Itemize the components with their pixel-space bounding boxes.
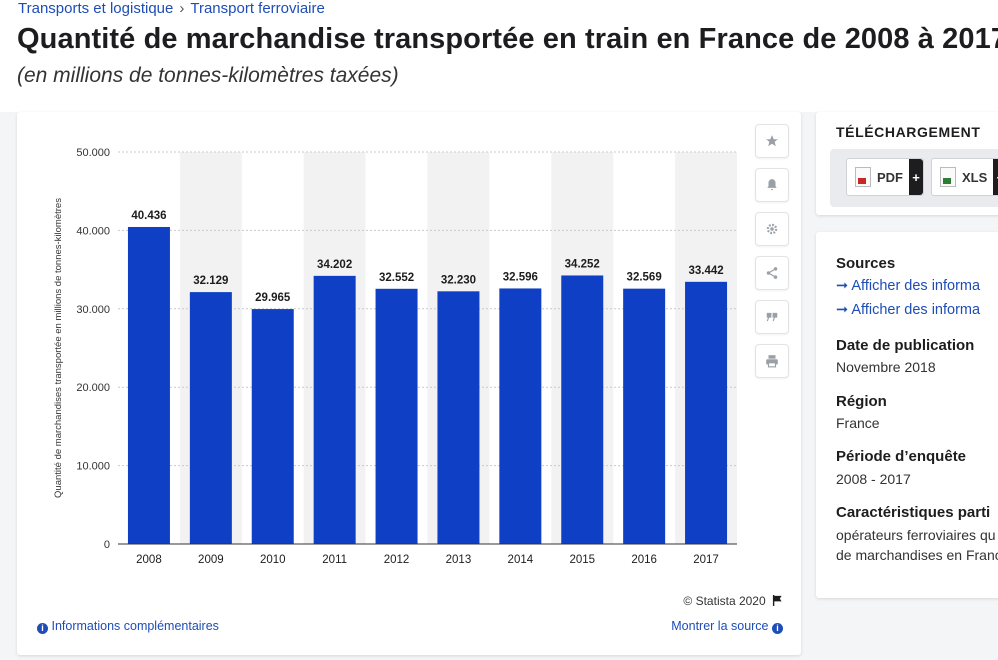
pdf-download-button[interactable]: PDF +: [846, 158, 924, 196]
page-subtitle: (en millions de tonnes-kilomètres taxées…: [17, 64, 399, 87]
bar: [313, 275, 356, 544]
breadcrumb: Transports et logistique › Transport ferro…: [18, 0, 325, 17]
breadcrumb-item-transports[interactable]: Transports et logistique: [18, 0, 174, 17]
gear-icon: [766, 223, 778, 235]
y-tick-label: 20.000: [76, 382, 110, 394]
download-title: TÉLÉCHARGEMENT: [836, 124, 981, 140]
breadcrumb-separator: ›: [179, 0, 185, 17]
x-tick-label: 2011: [322, 554, 347, 566]
bar: [437, 291, 480, 544]
info-icon: i: [772, 623, 783, 634]
x-tick-label: 2010: [260, 554, 286, 566]
share-icon: [766, 267, 778, 279]
bar: [499, 288, 542, 544]
data-label: 34.202: [317, 259, 352, 271]
breadcrumb-item-ferroviaire[interactable]: Transport ferroviaire: [190, 0, 325, 17]
data-label: 32.230: [441, 274, 476, 286]
bar: [189, 292, 232, 544]
y-axis-title: Quantité de marchandises transportée en …: [53, 198, 64, 498]
y-tick-label: 40.000: [76, 225, 110, 237]
xls-file-icon: [940, 167, 956, 187]
xls-label: XLS: [962, 169, 988, 185]
alert-button[interactable]: [755, 168, 789, 202]
data-label: 32.129: [193, 275, 228, 287]
copyright-text: © Statista 2020: [683, 594, 766, 608]
bar: [127, 226, 170, 544]
data-label: 32.596: [503, 271, 538, 283]
download-bar: PDF + XLS +: [830, 149, 998, 207]
additional-info-label: Informations complémentaires: [51, 619, 219, 633]
data-label: 32.552: [379, 272, 414, 284]
data-label: 34.252: [565, 258, 600, 270]
bar: [623, 288, 666, 544]
info-icon: i: [37, 623, 48, 634]
pdf-label: PDF: [877, 169, 903, 185]
share-button[interactable]: [755, 256, 789, 290]
print-button[interactable]: [755, 344, 789, 378]
survey-period-value: 2008 - 2017: [836, 471, 911, 487]
bar: [251, 309, 294, 544]
publication-date-heading: Date de publication: [836, 337, 975, 354]
quote-icon: [766, 312, 778, 322]
characteristics-heading: Caractéristiques parti: [836, 504, 991, 521]
show-source-link[interactable]: Montrer la source i: [671, 619, 783, 634]
region-heading: Région: [836, 393, 887, 410]
bar: [375, 288, 418, 544]
xls-plus: +: [993, 159, 998, 195]
region-value: France: [836, 415, 880, 431]
settings-button[interactable]: [755, 212, 789, 246]
chart-toolbar: [755, 124, 789, 388]
data-label: 40.436: [131, 210, 166, 222]
show-source-label: Montrer la source: [671, 619, 769, 633]
bar-chart: 0 10.000 20.000 30.000 40.000 50.000 40.436 200…: [53, 147, 737, 566]
cite-button[interactable]: [755, 300, 789, 334]
sources-heading: Sources: [836, 255, 896, 272]
print-icon: [766, 355, 778, 368]
characteristics-line-2: de marchandises en Franc: [836, 547, 998, 563]
x-tick-label: 2016: [631, 554, 657, 566]
publication-date-value: Novembre 2018: [836, 359, 936, 375]
sources-link-1[interactable]: ➞ Afficher des informa: [836, 278, 981, 294]
x-tick-label: 2013: [446, 554, 472, 566]
page-header: Transports et logistique › Transport ferro…: [0, 0, 998, 112]
sources-link-2[interactable]: ➞ Afficher des informa: [836, 302, 981, 318]
metadata-card: Sources ➞ Afficher des informa ➞ Affiche…: [816, 232, 998, 598]
x-tick-label: 2009: [198, 554, 224, 566]
y-tick-label: 50.000: [76, 147, 110, 159]
copyright: © Statista 2020: [683, 594, 783, 608]
x-tick-label: 2012: [384, 554, 410, 566]
data-label: 29.965: [255, 292, 291, 304]
x-tick-label: 2015: [569, 554, 595, 566]
x-tick-label: 2017: [693, 554, 719, 566]
x-tick-label: 2014: [508, 554, 534, 566]
characteristics-line-1: opérateurs ferroviaires qu: [836, 527, 996, 543]
chart-card: 0 10.000 20.000 30.000 40.000 50.000 40.436 200…: [17, 112, 801, 655]
y-tick-label: 30.000: [76, 304, 110, 316]
pdf-file-icon: [855, 167, 871, 187]
y-tick-label: 0: [104, 539, 110, 551]
pdf-plus: +: [909, 159, 923, 195]
favorite-button[interactable]: [755, 124, 789, 158]
xls-download-button[interactable]: XLS +: [931, 158, 998, 196]
page-title: Quantité de marchandise transportée en t…: [17, 23, 998, 55]
download-card: TÉLÉCHARGEMENT PDF + XLS +: [816, 112, 998, 215]
bell-icon: [767, 179, 777, 191]
star-icon: [766, 135, 778, 147]
flag-icon[interactable]: [772, 595, 783, 606]
data-label: 32.569: [627, 272, 662, 284]
bar: [685, 281, 728, 544]
data-label: 33.442: [688, 265, 723, 277]
bar: [561, 275, 604, 544]
additional-info-link[interactable]: i Informations complémentaires: [37, 619, 219, 634]
survey-period-heading: Période d’enquête: [836, 448, 967, 465]
x-tick-label: 2008: [136, 554, 162, 566]
y-tick-label: 10.000: [76, 461, 110, 473]
